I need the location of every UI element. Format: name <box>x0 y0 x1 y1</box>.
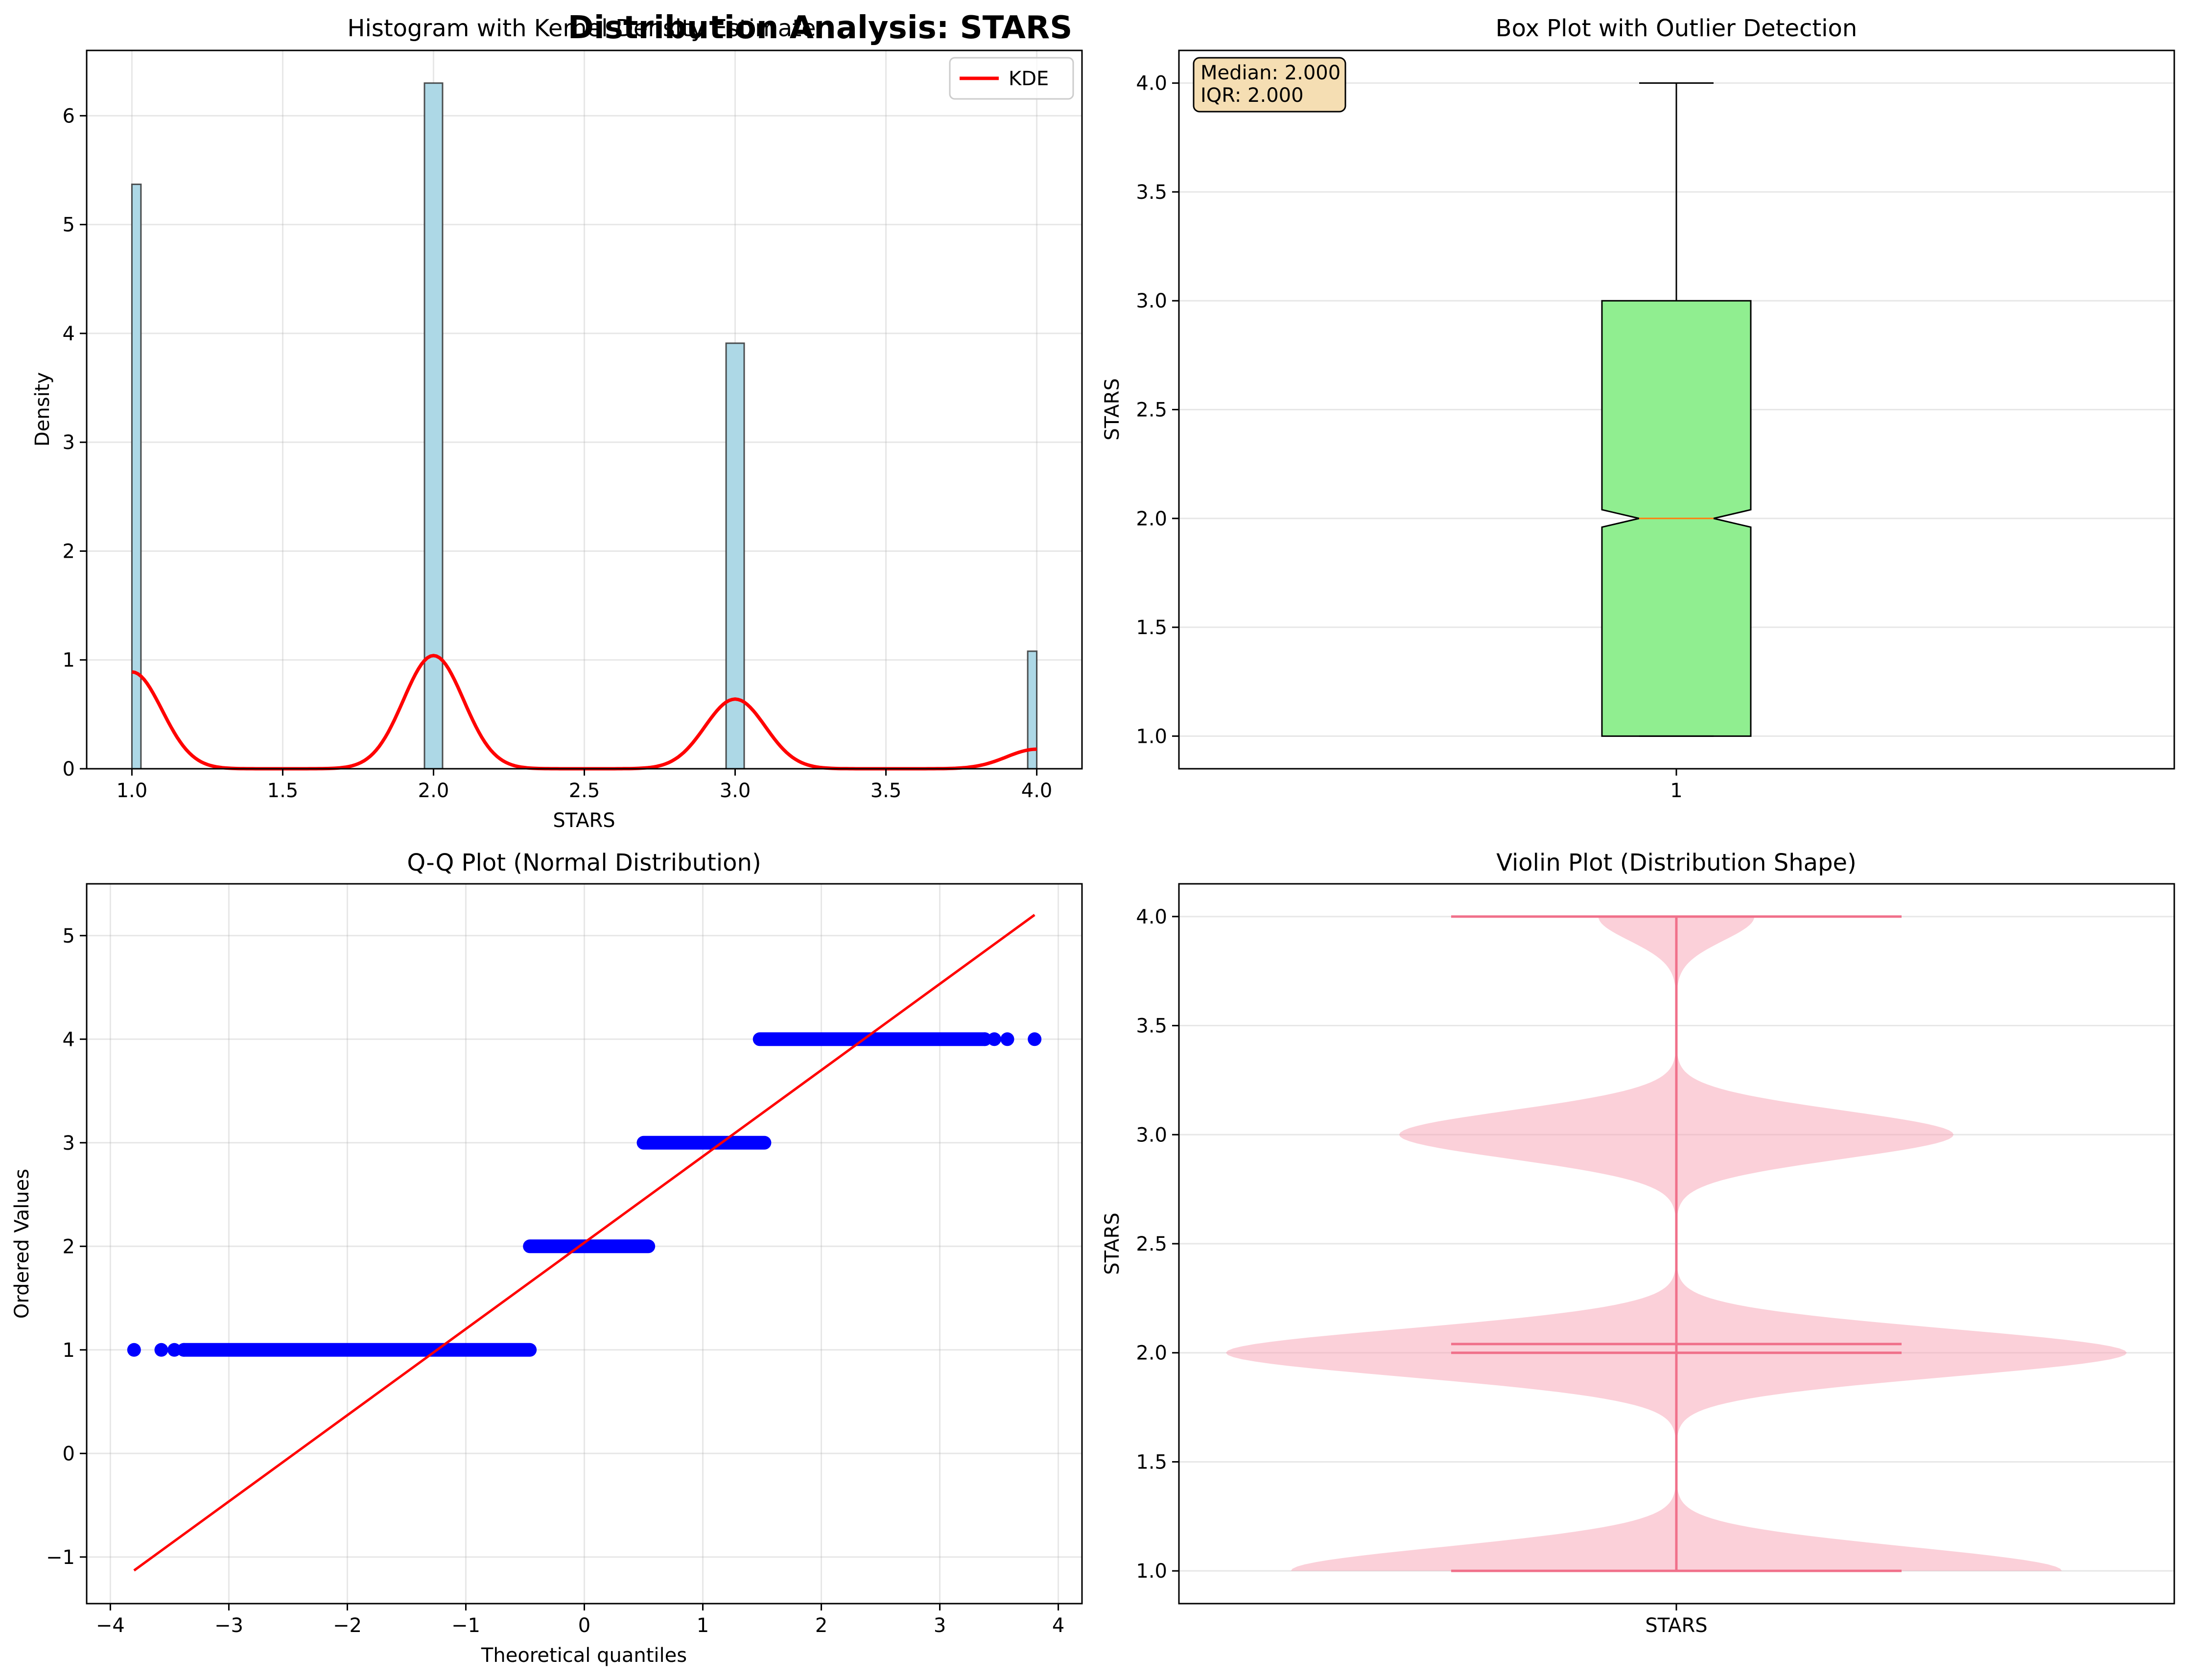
boxplot-annotation: Median: 2.000 IQR: 2.000 <box>1193 57 1346 113</box>
hist-y-tick-label-0: 0 <box>63 758 75 781</box>
violin-title: Violin Plot (Distribution Shape) <box>1496 849 1857 876</box>
hist-y-tick-label-1: 1 <box>63 649 75 672</box>
box-x-tick-label-0: 1 <box>1670 780 1682 802</box>
hist-y-tick-label-2: 2 <box>63 540 75 563</box>
qq-x-tick-label-6: 2 <box>815 1614 827 1637</box>
qq-point-run-0 <box>177 1343 537 1357</box>
qq-x-tick-label-3: −1 <box>451 1614 480 1637</box>
histogram-bar-0 <box>131 183 142 770</box>
qq-x-tick-label-8: 4 <box>1052 1614 1064 1637</box>
box-y-tick-label-3: 2.5 <box>1136 399 1167 422</box>
qq-x-tick-label-2: −2 <box>333 1614 362 1637</box>
hist-x-tick-label-2: 2.0 <box>418 780 449 802</box>
qq-y-tick-label-4: 3 <box>63 1132 75 1155</box>
qq-x-tick-label-5: 1 <box>697 1614 709 1637</box>
legend-kde-label: KDE <box>1009 68 1049 90</box>
qq-reference-line <box>133 914 1035 1572</box>
violin-panel: 1.0 1.5 2.0 2.5 3.0 3.5 4.0 STARS Violin Plot (… <box>1101 849 2175 1637</box>
boxplot-ylabel: STARS <box>1101 378 1124 440</box>
qq-point-run-3 <box>753 1032 992 1046</box>
hist-x-tick-label-0: 1.0 <box>117 780 148 802</box>
qq-y-tick-label-0: −1 <box>46 1546 75 1569</box>
box-y-tick-label-2: 2.0 <box>1136 508 1167 530</box>
histogram-title: Histogram with Kernel Density Estimate <box>347 15 816 42</box>
qq-ylabel: Ordered Values <box>11 1169 33 1319</box>
histogram-xlabel: STARS <box>553 809 615 832</box>
violin-y-tick-label-1: 1.5 <box>1136 1451 1167 1473</box>
box-y-tick-label-6: 4.0 <box>1136 72 1167 95</box>
qq-point-3-0 <box>978 1032 992 1046</box>
histogram-legend: KDE <box>949 57 1074 100</box>
box-y-tick-label-5: 3.5 <box>1136 181 1167 204</box>
qq-point-0-3 <box>177 1343 191 1357</box>
qq-point-3-1 <box>987 1032 1001 1046</box>
hist-x-tick-label-1: 1.5 <box>267 780 299 802</box>
hist-y-tick-label-3: 3 <box>63 431 75 454</box>
violin-y-tick-label-5: 3.5 <box>1136 1015 1167 1038</box>
violin-y-tick-label-0: 1.0 <box>1136 1560 1167 1583</box>
box-y-tick-label-1: 1.5 <box>1136 616 1167 639</box>
hist-x-tick-label-4: 3.0 <box>720 780 751 802</box>
histogram-bar-2 <box>725 342 745 770</box>
qq-x-tick-label-4: 0 <box>578 1614 590 1637</box>
qq-x-tick-label-1: −3 <box>214 1614 243 1637</box>
violin-y-tick-label-4: 3.0 <box>1136 1124 1167 1146</box>
qq-y-tick-label-5: 4 <box>63 1028 75 1051</box>
histogram-bar-1 <box>423 82 444 770</box>
hist-y-tick-label-6: 6 <box>63 105 75 127</box>
qq-title: Q-Q Plot (Normal Distribution) <box>407 849 761 876</box>
qq-point-0-1 <box>154 1343 168 1357</box>
box-y-tick-label-0: 1.0 <box>1136 725 1167 748</box>
annotation-iqr: IQR: 2.000 <box>1200 84 1304 107</box>
violin-y-tick-label-6: 4.0 <box>1136 906 1167 928</box>
qq-point-0-0 <box>127 1343 141 1357</box>
figure-suptitle: Distribution Analysis: STARS <box>568 10 1073 46</box>
qq-point-3-2 <box>1000 1032 1014 1046</box>
qq-point-run-1 <box>523 1239 656 1254</box>
annotation-median: Median: 2.000 <box>1200 62 1340 84</box>
qq-plot-panel: −4 −3 −2 −1 0 1 2 3 4 −1 0 1 2 3 4 5 Q-Q Plot (Normal D… <box>11 849 1083 1667</box>
qq-x-tick-label-7: 3 <box>934 1614 946 1637</box>
violin-y-tick-label-3: 2.5 <box>1136 1233 1167 1255</box>
qq-y-tick-label-6: 5 <box>63 925 75 947</box>
boxplot-title: Box Plot with Outlier Detection <box>1496 15 1858 42</box>
violin-y-tick-label-2: 2.0 <box>1136 1342 1167 1365</box>
histogram-ylabel: Density <box>31 372 54 447</box>
hist-y-tick-label-5: 5 <box>63 214 75 237</box>
hist-x-tick-label-3: 2.5 <box>569 780 600 802</box>
qq-y-tick-label-2: 1 <box>63 1339 75 1362</box>
hist-x-tick-label-6: 4.0 <box>1021 780 1053 802</box>
qq-point-run-2 <box>636 1136 772 1150</box>
qq-xlabel: Theoretical quantiles <box>481 1644 687 1667</box>
qq-x-tick-label-0: −4 <box>96 1614 125 1637</box>
qq-y-tick-label-1: 0 <box>63 1443 75 1465</box>
qq-y-tick-label-3: 2 <box>63 1235 75 1258</box>
box-y-tick-label-4: 3.0 <box>1136 290 1167 312</box>
qq-point-3-3 <box>1028 1032 1042 1046</box>
qq-point-0-2 <box>167 1343 182 1357</box>
violin-x-tick-label-0: STARS <box>1645 1614 1707 1637</box>
histogram-panel: 1.0 1.5 2.0 2.5 3.0 3.5 4.0 0 1 2 3 4 5 6 Histogram w… <box>31 15 1083 832</box>
boxplot-panel: 1.0 1.5 2.0 2.5 3.0 3.5 4.0 1 Box Plot with Out… <box>1101 15 2175 802</box>
hist-x-tick-label-5: 3.5 <box>870 780 902 802</box>
violin-ylabel: STARS <box>1101 1212 1124 1275</box>
hist-y-tick-label-4: 4 <box>63 323 75 345</box>
